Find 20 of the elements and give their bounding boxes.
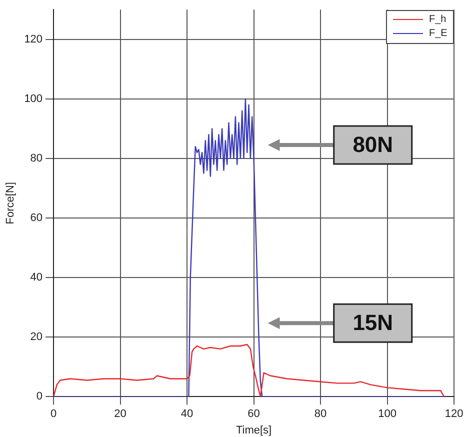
x-tick-label: 20	[114, 408, 126, 420]
x-tick-label: 0	[50, 408, 57, 420]
x-tick-label: 40	[180, 408, 194, 420]
x-tick-label: 80	[314, 408, 327, 420]
y-tick-label: 60	[30, 212, 43, 224]
x-tick-label: 60	[248, 408, 260, 420]
y-tick-label: 100	[24, 92, 43, 105]
x-tick-label: 100	[378, 408, 396, 420]
y-tick-label: 40	[30, 272, 43, 284]
annotation: 15N	[352, 310, 394, 336]
y-tick-label: 0	[36, 390, 43, 403]
legend-label: F_h	[429, 14, 446, 26]
legend-label: F_E	[429, 28, 448, 40]
x-tick-label: 120	[444, 408, 464, 420]
y-tick-label: 80	[30, 152, 43, 164]
annotation: 80N	[352, 132, 394, 158]
y-tick-label: 20	[30, 331, 43, 344]
y-tick-label: 120	[24, 33, 43, 46]
x-axis-title: Time[s]	[236, 424, 272, 436]
y-axis-title: Force[N]	[4, 182, 17, 224]
